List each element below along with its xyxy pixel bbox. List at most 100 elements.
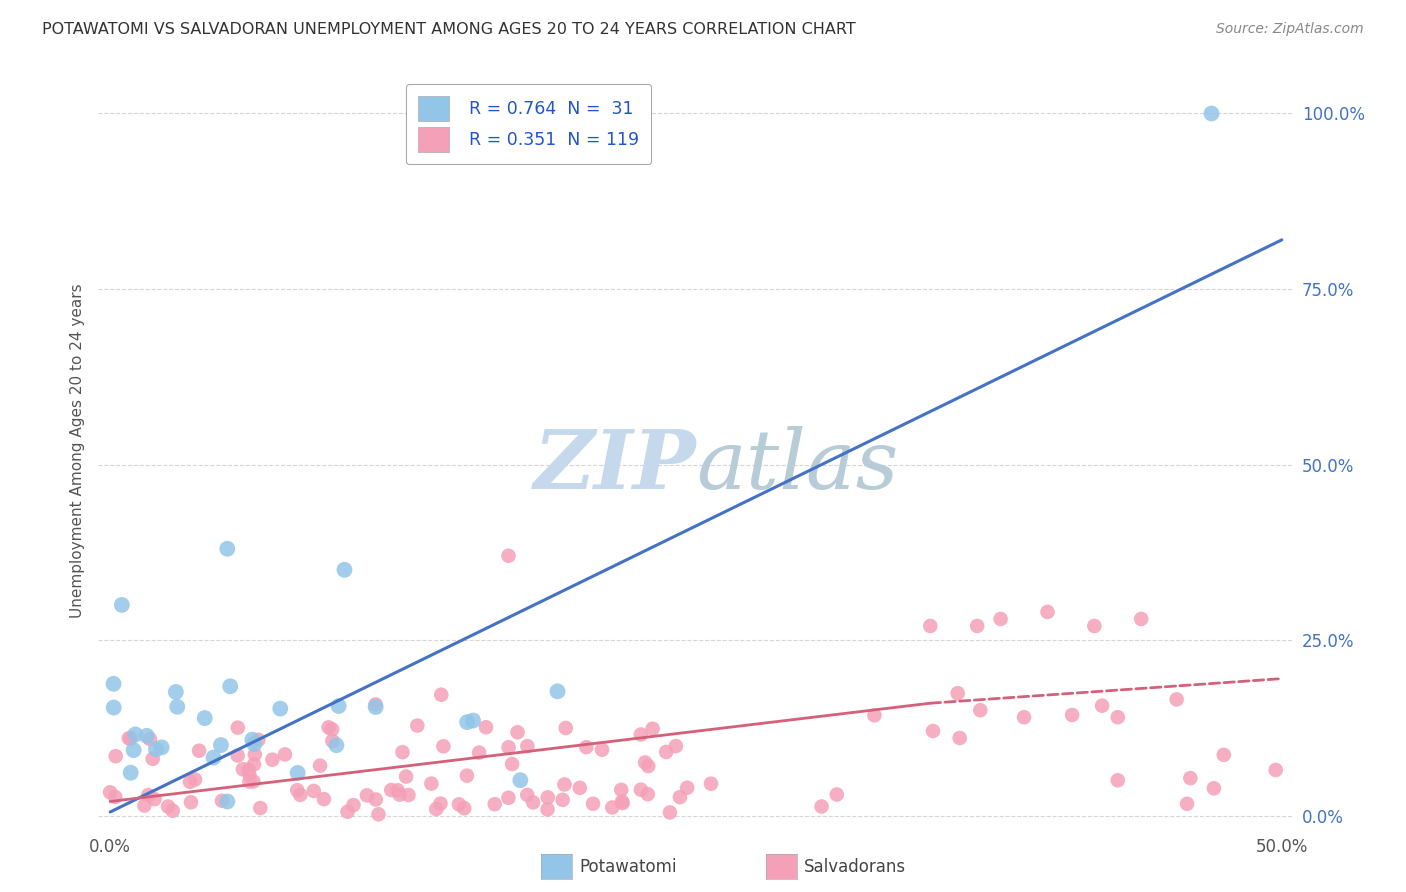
Point — [364, 700, 387, 714]
Point — [498, 549, 520, 563]
Point — [420, 776, 443, 790]
Point — [1091, 698, 1114, 713]
Point — [367, 807, 389, 822]
Point — [1036, 605, 1059, 619]
Point — [287, 766, 309, 780]
Point — [922, 723, 945, 738]
Point — [1264, 763, 1286, 777]
Point — [136, 788, 159, 802]
Point — [104, 789, 127, 804]
Point — [202, 750, 225, 764]
Point — [949, 731, 972, 745]
Point — [122, 743, 145, 757]
Point — [630, 727, 652, 741]
Point — [309, 758, 332, 772]
Point — [321, 723, 343, 737]
Point — [1175, 797, 1198, 811]
Point — [232, 762, 254, 776]
Text: Source: ZipAtlas.com: Source: ZipAtlas.com — [1216, 22, 1364, 37]
Point — [575, 740, 598, 755]
Point — [1201, 106, 1223, 120]
Point — [1107, 710, 1129, 724]
Point — [658, 805, 681, 820]
Point — [1130, 612, 1153, 626]
Point — [211, 794, 233, 808]
Point — [285, 783, 308, 797]
Point — [249, 801, 271, 815]
Point — [156, 799, 179, 814]
Point — [456, 715, 478, 730]
Point — [103, 677, 125, 691]
Point — [342, 798, 364, 813]
Point — [333, 563, 356, 577]
Point — [364, 698, 387, 712]
Point — [547, 684, 569, 698]
Point — [655, 745, 678, 759]
Point — [391, 745, 413, 759]
Point — [111, 598, 134, 612]
Point — [226, 721, 249, 735]
Point — [243, 757, 266, 772]
Point — [269, 701, 291, 715]
Point — [135, 729, 157, 743]
Point — [637, 759, 659, 773]
Y-axis label: Unemployment Among Ages 20 to 24 years: Unemployment Among Ages 20 to 24 years — [69, 283, 84, 618]
Point — [536, 802, 558, 816]
Point — [274, 747, 297, 762]
Point — [554, 721, 576, 735]
Point — [142, 752, 165, 766]
Point — [194, 711, 217, 725]
Point — [591, 743, 613, 757]
Point — [1083, 619, 1105, 633]
Point — [966, 619, 988, 633]
Point — [406, 718, 429, 732]
Point — [124, 727, 146, 741]
Point — [425, 802, 447, 816]
Point — [432, 739, 454, 754]
Point — [1180, 771, 1202, 785]
Point — [551, 793, 574, 807]
Point — [468, 746, 491, 760]
Text: Salvadorans: Salvadorans — [804, 858, 907, 876]
Point — [637, 787, 659, 801]
Point — [150, 740, 173, 755]
Point — [328, 698, 350, 713]
Point — [104, 749, 127, 764]
Point — [387, 783, 409, 797]
Point — [145, 742, 167, 756]
Point — [969, 703, 991, 717]
Point — [676, 780, 699, 795]
Point — [398, 788, 420, 802]
Point — [509, 773, 531, 788]
Point — [247, 732, 270, 747]
Point — [634, 756, 657, 770]
Point — [522, 796, 544, 810]
Point — [920, 619, 942, 633]
Point — [262, 753, 284, 767]
Point — [461, 714, 484, 728]
Point — [318, 720, 340, 734]
Point — [825, 788, 848, 802]
Point — [610, 782, 633, 797]
Point — [238, 763, 260, 777]
Point — [990, 612, 1012, 626]
Point — [630, 782, 652, 797]
Legend:   R = 0.764  N =  31,   R = 0.351  N = 119: R = 0.764 N = 31, R = 0.351 N = 119 — [406, 84, 651, 164]
Point — [166, 699, 188, 714]
Point — [612, 796, 634, 810]
Point — [700, 777, 723, 791]
Text: POTAWATOMI VS SALVADORAN UNEMPLOYMENT AMONG AGES 20 TO 24 YEARS CORRELATION CHAR: POTAWATOMI VS SALVADORAN UNEMPLOYMENT AM… — [42, 22, 856, 37]
Point — [395, 770, 418, 784]
Point — [120, 765, 142, 780]
Point — [356, 789, 378, 803]
Point — [388, 788, 411, 802]
Point — [162, 804, 184, 818]
Point — [238, 767, 260, 781]
Point — [456, 769, 478, 783]
Point — [553, 777, 575, 791]
Point — [1012, 710, 1035, 724]
Point — [219, 679, 242, 693]
Point — [600, 800, 623, 814]
Point — [217, 795, 239, 809]
Point — [325, 738, 347, 752]
